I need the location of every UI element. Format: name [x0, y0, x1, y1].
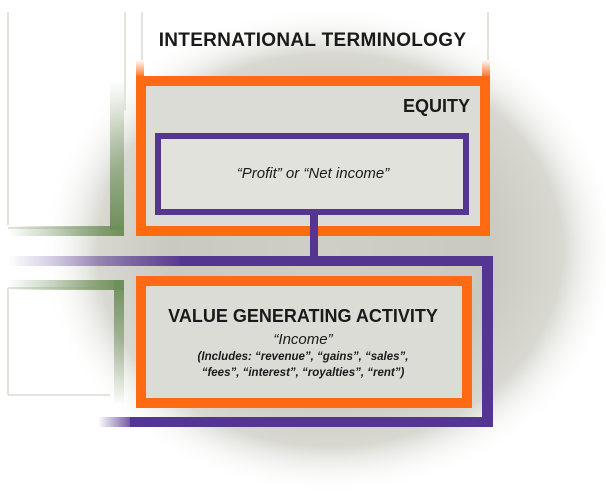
green-frame: [8, 80, 124, 405]
activity-label: VALUE GENERATING ACTIVITY: [168, 306, 438, 326]
profit-box: [155, 133, 469, 215]
income-label: “Income”: [273, 331, 333, 348]
connector-line: [310, 215, 318, 257]
includes-line-1: (Includes: “revenue”, “gains”, “sales”,: [197, 351, 409, 363]
activity-frame: [136, 276, 472, 408]
equity-label: EQUITY: [402, 96, 470, 116]
purple-frame: [8, 256, 493, 427]
includes-line-2: “fees”, “interest”, “royalties”, “rent”): [201, 367, 405, 379]
diagram-title: INTERNATIONAL TERMINOLOGY: [158, 30, 467, 51]
profit-label: “Profit” or “Net income”: [236, 165, 390, 182]
